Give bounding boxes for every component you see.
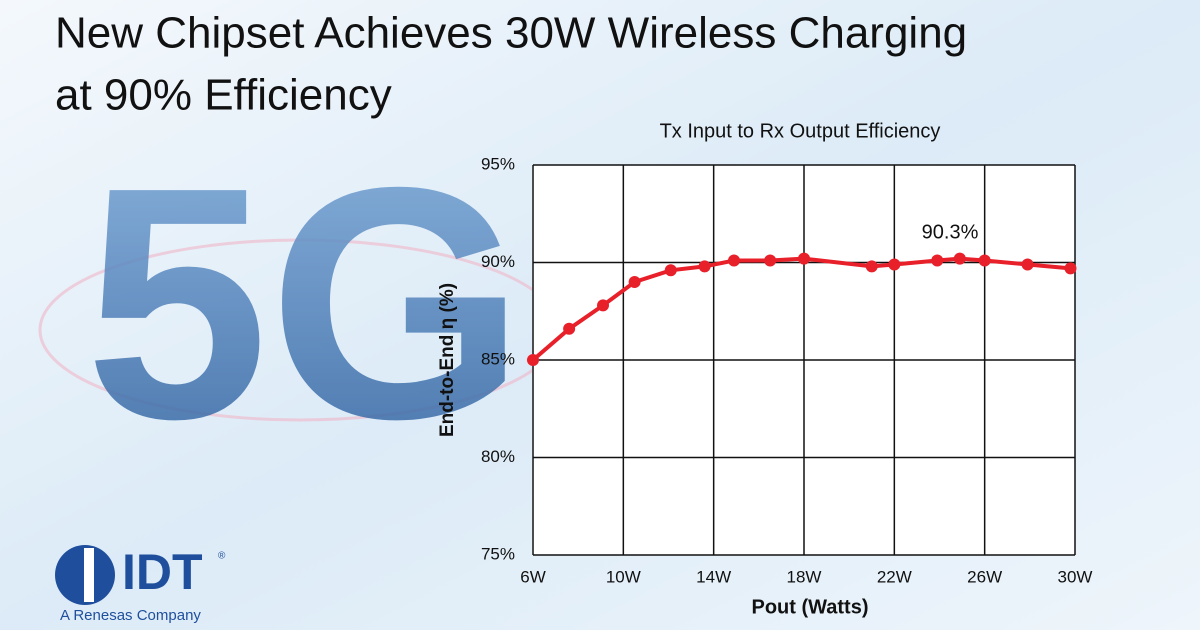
- data-point: [953, 252, 966, 265]
- x-tick-label: 26W: [967, 567, 1002, 586]
- data-point: [764, 254, 777, 267]
- y-tick-label: 95%: [481, 154, 515, 173]
- x-tick-label: 22W: [877, 567, 912, 586]
- data-point: [865, 260, 878, 273]
- data-point: [597, 299, 610, 312]
- data-point: [798, 252, 810, 265]
- x-tick-label: 14W: [696, 567, 731, 586]
- x-tick-label: 30W: [1058, 567, 1093, 586]
- chart-title: Tx Input to Rx Output Efficiency: [660, 120, 941, 142]
- data-point: [1021, 258, 1034, 271]
- y-tick-label: 75%: [481, 544, 515, 563]
- data-line: [531, 256, 1071, 362]
- logo-mark: ®: [218, 551, 226, 562]
- y-axis-title: End-to-End η (%): [437, 283, 458, 437]
- data-point: [628, 276, 641, 288]
- background-5g: 5G: [85, 118, 525, 487]
- data-point: [698, 260, 711, 273]
- y-tick-label: 85%: [481, 349, 515, 368]
- data-point: [527, 354, 539, 366]
- data-point: [978, 254, 991, 267]
- x-axis-title: Pout (Watts): [751, 596, 868, 618]
- x-tick-label: 18W: [787, 567, 822, 586]
- annotation: 90.3%: [922, 221, 979, 243]
- data-point: [664, 264, 677, 277]
- data-point: [888, 258, 901, 271]
- logo-name: IDT: [122, 544, 203, 600]
- headline-line2: at 90% Efficiency: [55, 71, 392, 120]
- headline-line1: New Chipset Achieves 30W Wireless Chargi…: [55, 9, 967, 58]
- x-tick-label: 10W: [606, 567, 641, 586]
- logo-tagline: A Renesas Company: [60, 607, 201, 624]
- data-point: [727, 254, 740, 267]
- y-tick-label: 90%: [481, 252, 515, 271]
- logo: IDT ® A Renesas Company: [55, 544, 226, 624]
- logo-icon-bar: [84, 548, 94, 602]
- x-tick-label: 6W: [520, 567, 546, 586]
- data-point: [1064, 262, 1077, 275]
- data-point: [931, 254, 944, 267]
- y-tick-label: 80%: [481, 447, 515, 466]
- data-point: [563, 322, 576, 335]
